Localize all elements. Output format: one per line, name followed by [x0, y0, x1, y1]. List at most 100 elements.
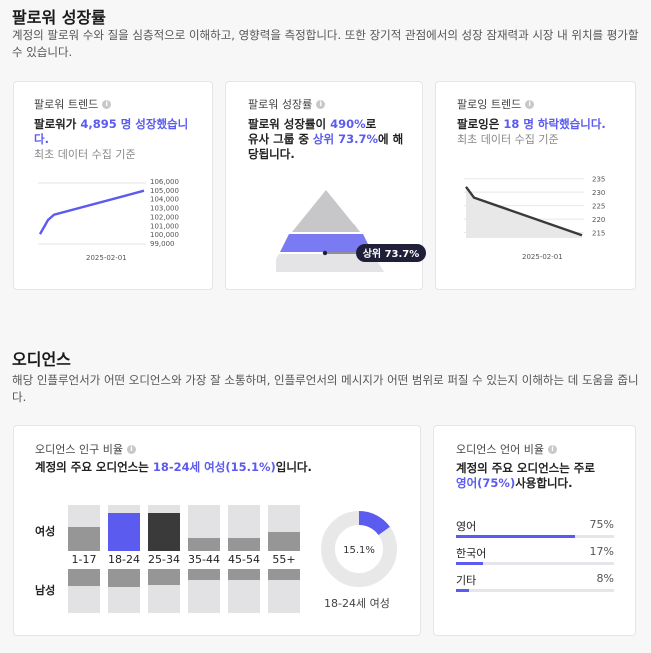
follower-trend-title: 팔로워 트렌드 i — [34, 96, 112, 112]
language-bar-fill — [456, 535, 575, 538]
follower-y-tick: 103,000 — [150, 205, 179, 213]
age-group-label: 45-54 — [228, 553, 260, 566]
male-bar-25-34 — [148, 569, 180, 613]
info-icon[interactable]: i — [102, 99, 112, 109]
donut-value: 15.1% — [343, 545, 375, 556]
info-icon[interactable]: i — [126, 444, 136, 454]
donut-segment — [358, 511, 390, 536]
language-bar — [456, 562, 614, 565]
female-bar-35-44 — [188, 505, 220, 551]
following-y-tick: 215 — [592, 230, 605, 238]
following-trend-card: 팔로잉 트렌드 i 팔로잉은 18 명 하락했습니다. 최초 데이터 수집 기준 … — [435, 81, 636, 290]
follower-growth-headline: 팔로워 성장률이 490%로 유사 그룹 중 상위 73.7%에 해 당됩니다. — [248, 117, 404, 161]
following-y-tick: 230 — [592, 189, 605, 197]
audience-language-card: 오디언스 언어 비율 i 계정의 주요 오디언스는 주로 영어(75%)사용합니다… — [433, 425, 636, 636]
audience-section-description: 해당 인플루언서가 어떤 오디언스와 가장 잘 소통하며, 인플루언서의 메시지… — [12, 373, 639, 404]
follower-y-tick: 102,000 — [150, 213, 179, 221]
info-icon[interactable]: i — [316, 99, 326, 109]
percentile-pyramid: 상위 73.7% — [276, 190, 426, 272]
language-bar-fill — [456, 589, 469, 592]
female-bar-fill — [68, 527, 100, 551]
pyramid-top — [292, 190, 360, 232]
language-headline: 계정의 주요 오디언스는 주로 영어(75%)사용합니다. — [456, 461, 595, 490]
info-icon[interactable]: i — [547, 444, 557, 454]
male-bar-fill — [108, 569, 140, 587]
population-title: 오디언스 인구 비율 i — [35, 441, 136, 457]
demographic-donut: 15.1% — [321, 511, 397, 587]
male-bar-45-54 — [228, 569, 260, 613]
male-bar-fill — [268, 569, 300, 580]
growth-section-description: 계정의 팔로워 수와 질을 심층적으로 이해하고, 영향력을 측정합니다. 또한… — [12, 28, 639, 59]
percentile-badge — [356, 244, 426, 262]
language-name: 한국어 — [456, 547, 487, 560]
language-percent: 75% — [589, 518, 614, 531]
male-bar-fill — [68, 569, 100, 586]
following-x-tick: 2025-02-01 — [522, 253, 563, 261]
language-bar — [456, 589, 614, 592]
language-name: 영어 — [456, 520, 477, 533]
following-trend-headline: 팔로잉은 18 명 하락했습니다. — [457, 117, 606, 131]
following-trend-sub: 최초 데이터 수집 기준 — [457, 133, 559, 146]
follower-trend-headline: 팔로워가 4,895 명 성장했습니 다. — [34, 117, 189, 146]
age-gender-bars: 1-17 18-24 25-34 35-44 45-54 55+ — [68, 505, 308, 615]
age-group-label: 35-44 — [188, 553, 220, 566]
language-bar-fill — [456, 562, 483, 565]
following-series-line — [465, 186, 583, 237]
following-trend-chart: 235 230 225 220 215 2025-02-01 — [464, 176, 605, 261]
audience-population-card: 오디언스 인구 비율 i 계정의 주요 오디언스는 18-24세 여성(15.1%… — [13, 425, 421, 636]
language-percent: 8% — [596, 572, 614, 585]
follower-trend-sub: 최초 데이터 수집 기준 — [34, 148, 136, 161]
donut-caption: 18-24세 여성 — [324, 597, 390, 610]
female-bar-fill — [148, 513, 180, 551]
follower-y-tick: 101,000 — [150, 222, 179, 230]
age-group-label: 1-17 — [71, 553, 97, 566]
male-bar-1-17 — [68, 569, 100, 613]
female-bar-fill — [228, 538, 260, 551]
follower-y-tick: 105,000 — [150, 187, 179, 195]
following-y-tick: 235 — [592, 176, 605, 184]
growth-section-title: 팔로워 성장률 — [12, 8, 106, 27]
follower-growth-card: 팔로워 성장률 i 팔로워 성장률이 490%로 유사 그룹 중 상위 73.7%… — [225, 81, 426, 290]
male-bar-55+ — [268, 569, 300, 613]
male-bar-fill — [188, 569, 220, 580]
language-percent: 17% — [589, 545, 614, 558]
follower-y-tick: 104,000 — [150, 196, 179, 204]
follower-trend-chart: 106,000105,000104,000103,000102,000101,0… — [38, 178, 179, 262]
female-bar-55+ — [268, 505, 300, 551]
pyramid-base — [276, 254, 384, 272]
follower-trend-card: 팔로워 트렌드 i 팔로워가 4,895 명 성장했습니 다. 최초 데이터 수집… — [13, 81, 213, 290]
male-bar-35-44 — [188, 569, 220, 613]
follower-x-tick: 2025-02-01 — [86, 254, 127, 262]
follower-y-tick: 100,000 — [150, 231, 179, 239]
follower-y-tick: 99,000 — [150, 240, 175, 248]
language-title: 오디언스 언어 비율 i — [456, 441, 557, 457]
female-label: 여성 — [35, 525, 56, 538]
population-headline: 계정의 주요 오디언스는 18-24세 여성(15.1%)입니다. — [35, 460, 312, 474]
female-bar-fill — [268, 532, 300, 551]
following-y-tick: 225 — [592, 203, 605, 211]
female-bar-1-17 — [68, 505, 100, 551]
age-group-label: 55+ — [272, 553, 296, 566]
female-bar-45-54 — [228, 505, 260, 551]
percentile-badge-label: 상위 73.7% — [363, 247, 420, 260]
following-trend-title: 팔로잉 트렌드 i — [457, 96, 535, 112]
female-bar-fill — [108, 513, 140, 551]
pyramid-highlight-band — [280, 234, 372, 252]
male-bar-fill — [148, 569, 180, 585]
language-name: 기타 — [456, 574, 477, 587]
info-icon[interactable]: i — [525, 99, 535, 109]
following-y-tick: 220 — [592, 216, 605, 224]
follower-y-tick: 106,000 — [150, 178, 179, 186]
male-bar-18-24 — [108, 569, 140, 613]
male-label: 남성 — [35, 584, 56, 597]
female-bar-18-24 — [108, 505, 140, 551]
audience-section-title: 오디언스 — [12, 350, 71, 369]
female-bar-fill — [188, 538, 220, 551]
age-group-label: 18-24 — [108, 553, 140, 566]
female-bar-25-34 — [148, 505, 180, 551]
language-bar — [456, 535, 614, 538]
age-group-label: 25-34 — [148, 553, 180, 566]
follower-series-line — [38, 189, 145, 235]
follower-growth-title: 팔로워 성장률 i — [248, 96, 326, 112]
male-bar-fill — [228, 569, 260, 580]
